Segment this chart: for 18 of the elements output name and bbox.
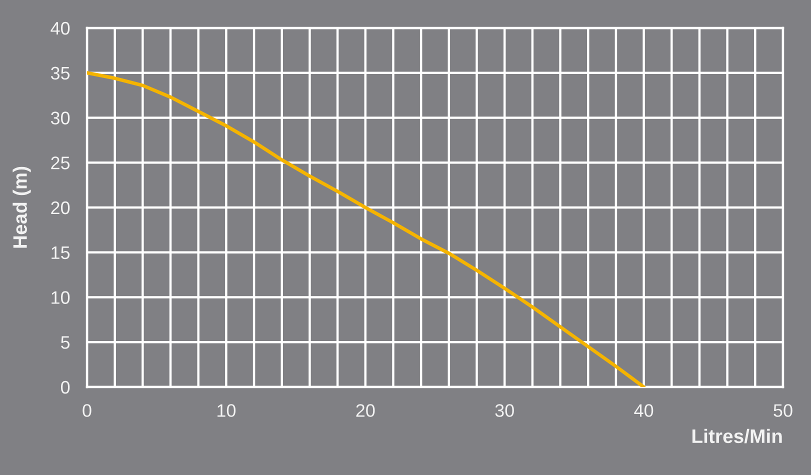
x-tick-label: 20 (356, 404, 375, 417)
y-tick-label: 5 (61, 336, 70, 349)
y-tick-label: 20 (51, 201, 70, 214)
y-tick-label: 35 (50, 66, 70, 80)
line-series (87, 71, 646, 387)
x-tick-label: 10 (218, 404, 236, 417)
y-tick-label: 10 (52, 291, 70, 304)
y-tick-label: 30 (50, 112, 70, 124)
x-tick-label: 50 (774, 404, 792, 417)
y-tick-label: 15 (52, 246, 70, 260)
y-tick-label: 25 (51, 156, 70, 170)
y-axis-title: Head (m) (12, 166, 31, 248)
x-tick-label: 40 (634, 404, 654, 417)
x-tick-label: 30 (495, 404, 514, 417)
x-tick-label: 0 (82, 404, 92, 417)
x-axis-title: Litres/Min (692, 428, 782, 444)
y-tick-label: 0 (61, 380, 70, 394)
y-tick-label: 40 (50, 22, 70, 35)
